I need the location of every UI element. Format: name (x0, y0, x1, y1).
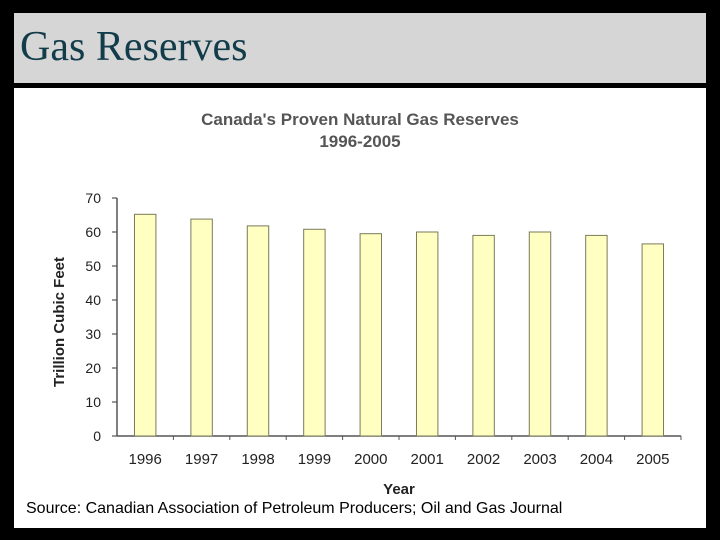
bar-chart: 0 10 20 30 40 50 60 70 1996 1997 1998 1999 2000 2001 2… (51, 190, 682, 498)
bar (585, 234, 608, 437)
y-tick-label: 10 (85, 394, 101, 410)
title-bar: Gas Reserves (14, 13, 706, 83)
x-axis-title: Year (383, 481, 415, 498)
bar (246, 225, 270, 437)
y-tick-label: 30 (85, 326, 101, 342)
bar (303, 228, 326, 437)
x-tick-label: 2005 (636, 451, 669, 468)
bar (415, 231, 439, 437)
x-tick-label: 2000 (354, 451, 387, 468)
bar (528, 231, 552, 437)
bar (472, 234, 495, 437)
bar (133, 213, 157, 437)
x-tick-label: 2003 (523, 451, 556, 468)
x-tick-label: 1997 (185, 451, 218, 468)
y-tick-label: 0 (93, 428, 101, 444)
y-tick-label: 60 (85, 224, 101, 240)
y-tick-label: 40 (85, 292, 101, 308)
chart-labels: 0 10 20 30 40 50 60 70 1996 1997 1998 1999 2000 2001 2… (51, 190, 669, 498)
chart-subtitle: 1996-2005 (319, 132, 401, 151)
y-tick-label: 50 (85, 258, 101, 274)
x-tick-label: 1998 (241, 451, 274, 468)
slide-title: Gas Reserves (20, 24, 248, 70)
x-tick-label: 1999 (298, 451, 331, 468)
bar (359, 233, 383, 437)
y-axis-title: Trillion Cubic Feet (51, 257, 68, 387)
source-note: Source: Canadian Association of Petroleu… (26, 500, 563, 517)
x-tick-label: 1996 (129, 451, 162, 468)
x-tick-label: 2004 (580, 451, 613, 468)
x-tick-label: 2001 (411, 451, 444, 468)
bar (641, 243, 665, 437)
chart-bars (133, 213, 665, 437)
bar (190, 218, 213, 437)
y-tick-label: 20 (85, 360, 101, 376)
chart-title: Canada's Proven Natural Gas Reserves (201, 110, 519, 129)
x-tick-label: 2002 (467, 451, 500, 468)
y-tick-label: 70 (85, 190, 101, 206)
chart-panel: Canada's Proven Natural Gas Reserves 199… (14, 88, 706, 528)
